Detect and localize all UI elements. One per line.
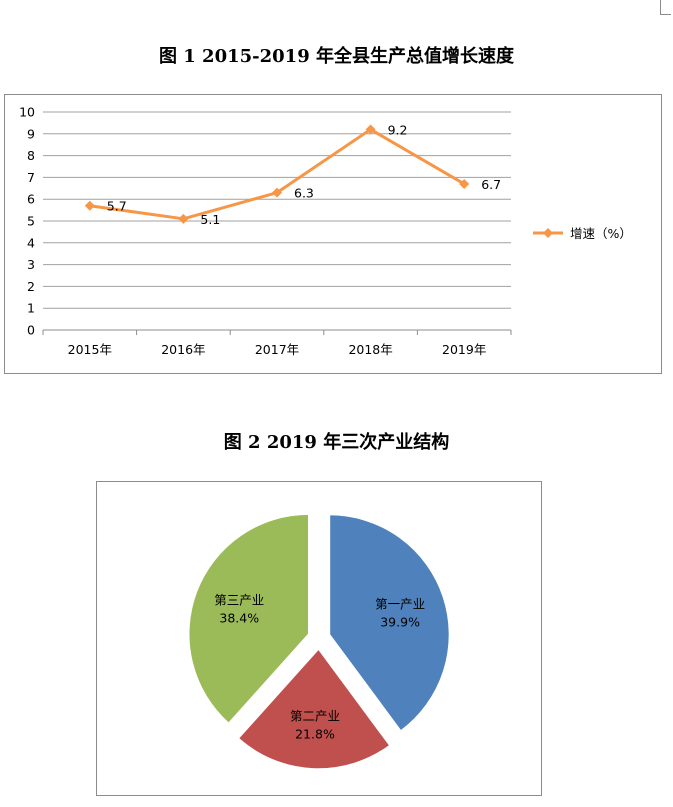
slice-value-label: 21.8% xyxy=(295,726,335,741)
y-tick-label: 4 xyxy=(27,235,35,250)
data-label: 6.7 xyxy=(481,177,501,192)
y-tick-label: 8 xyxy=(27,148,35,163)
x-category-label: 2015年 xyxy=(68,342,112,357)
data-point-marker xyxy=(84,200,95,211)
pie-slice xyxy=(237,647,391,770)
data-label: 5.1 xyxy=(200,212,220,227)
y-tick-label: 10 xyxy=(19,105,35,120)
legend-label: 增速（%） xyxy=(570,226,632,241)
y-tick-label: 2 xyxy=(27,279,35,294)
slice-label: 第一产业 xyxy=(375,596,425,611)
data-point-marker xyxy=(272,187,282,198)
growth-line-chart: 0 1 2 3 4 5 6 7 8 9 10 2015年 2016年 2017年 2018年 2019年 5.7… xyxy=(4,94,662,374)
data-point-marker xyxy=(178,213,189,224)
y-tick-label: 5 xyxy=(27,214,35,229)
line-chart-svg: 0 1 2 3 4 5 6 7 8 9 10 2015年 2016年 2017年 2018年 2019年 5.7… xyxy=(19,105,632,358)
data-label: 9.2 xyxy=(388,122,408,137)
x-category-label: 2018年 xyxy=(348,342,392,357)
y-tick-label: 1 xyxy=(27,301,35,316)
industry-structure-pie-chart: 第一产业 39.9% 第二产业 21.8% 第三产业 38.4% xyxy=(96,481,542,796)
y-tick-label: 7 xyxy=(27,170,35,185)
figure1-title: 图 1 2015-2019 年全县生产总值增长速度 xyxy=(159,46,514,67)
y-tick-label: 0 xyxy=(27,323,35,338)
x-category-label: 2019年 xyxy=(442,342,486,357)
slice-value-label: 39.9% xyxy=(380,614,420,629)
y-tick-label: 3 xyxy=(27,257,35,272)
y-tick-label: 9 xyxy=(27,126,35,141)
data-point-marker xyxy=(459,178,470,189)
pie-chart-svg: 第一产业 39.9% 第二产业 21.8% 第三产业 38.4% xyxy=(187,513,451,770)
legend-marker xyxy=(543,228,553,238)
page-corner-mark xyxy=(660,0,671,15)
slice-value-label: 38.4% xyxy=(219,610,259,625)
data-point-marker xyxy=(365,124,376,135)
series-line xyxy=(89,127,465,221)
data-label: 6.3 xyxy=(294,186,314,201)
pie-slice xyxy=(187,513,310,725)
x-category-label: 2016年 xyxy=(161,342,205,357)
slice-label: 第三产业 xyxy=(214,592,264,607)
figure2-title: 图 2 2019 年三次产业结构 xyxy=(223,432,450,453)
y-tick-label: 6 xyxy=(27,192,35,207)
slice-label: 第二产业 xyxy=(290,708,340,723)
pie-slice xyxy=(328,513,451,733)
data-label: 5.7 xyxy=(107,199,127,214)
x-category-label: 2017年 xyxy=(255,342,299,357)
